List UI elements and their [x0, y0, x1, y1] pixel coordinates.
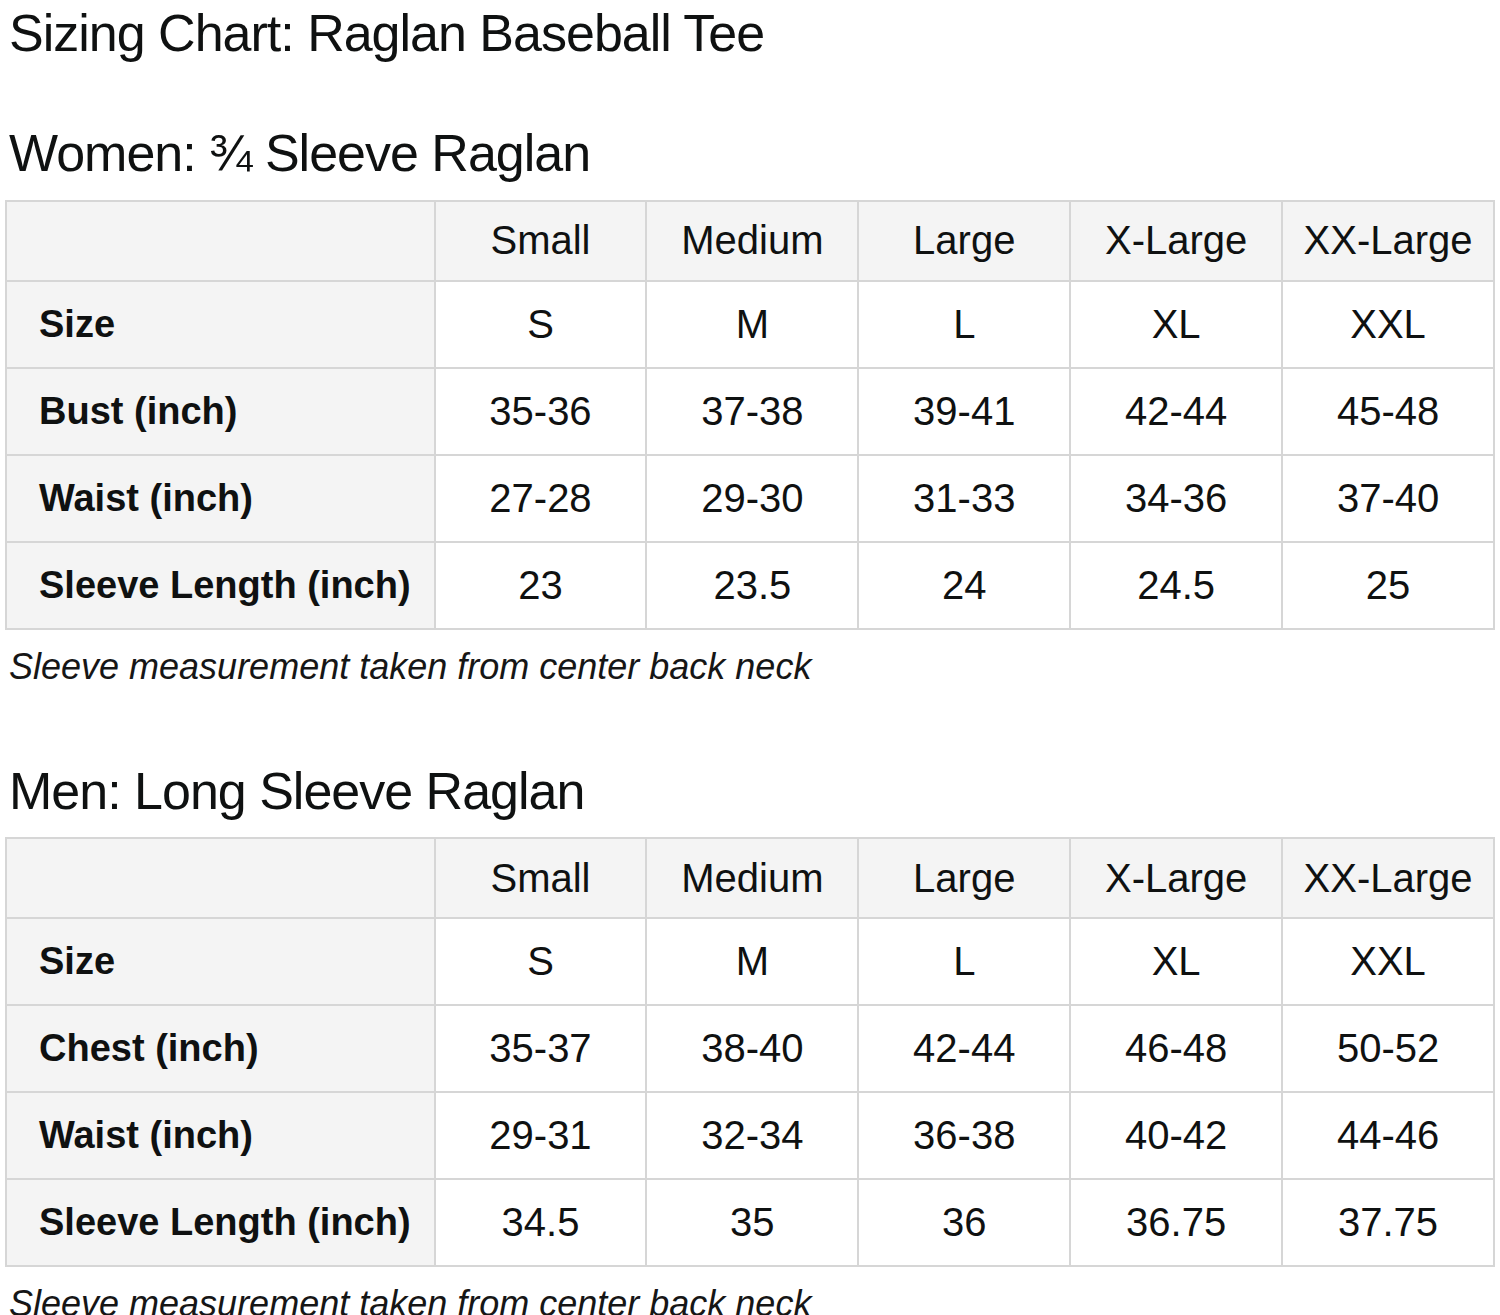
men-header-row: Small Medium Large X-Large XX-Large: [6, 838, 1494, 918]
row-label-size: Size: [6, 918, 435, 1005]
table-cell: M: [646, 281, 858, 368]
women-section-heading: Women: ¾ Sleeve Raglan: [9, 124, 1495, 184]
women-bust-row: Bust (inch) 35-36 37-38 39-41 42-44 45-4…: [6, 368, 1494, 455]
table-cell: 36.75: [1070, 1179, 1282, 1266]
row-label-waist: Waist (inch): [6, 455, 435, 542]
table-cell: 36-38: [858, 1092, 1070, 1179]
men-section-heading: Men: Long Sleeve Raglan: [9, 762, 1495, 822]
column-header-small: Small: [435, 838, 647, 918]
corner-cell: [6, 201, 435, 281]
women-size-table: Small Medium Large X-Large XX-Large Size…: [5, 200, 1495, 630]
column-header-medium: Medium: [646, 838, 858, 918]
column-header-x-large: X-Large: [1070, 838, 1282, 918]
table-cell: L: [858, 918, 1070, 1005]
section-women: Women: ¾ Sleeve Raglan Small Medium Larg…: [5, 124, 1495, 688]
measurement-note: Sleeve measurement taken from center bac…: [9, 646, 1495, 688]
table-cell: XL: [1070, 918, 1282, 1005]
table-cell: 42-44: [1070, 368, 1282, 455]
table-cell: M: [646, 918, 858, 1005]
men-chest-row: Chest (inch) 35-37 38-40 42-44 46-48 50-…: [6, 1005, 1494, 1092]
column-header-x-large: X-Large: [1070, 201, 1282, 281]
women-waist-row: Waist (inch) 27-28 29-30 31-33 34-36 37-…: [6, 455, 1494, 542]
column-header-large: Large: [858, 201, 1070, 281]
table-cell: XXL: [1282, 918, 1494, 1005]
row-label-bust: Bust (inch): [6, 368, 435, 455]
corner-cell: [6, 838, 435, 918]
table-cell: 32-34: [646, 1092, 858, 1179]
table-cell: 35-37: [435, 1005, 647, 1092]
table-cell: 37.75: [1282, 1179, 1494, 1266]
row-label-sleeve-length: Sleeve Length (inch): [6, 542, 435, 629]
section-men: Men: Long Sleeve Raglan Small Medium Lar…: [5, 762, 1495, 1315]
table-cell: XXL: [1282, 281, 1494, 368]
table-cell: 24.5: [1070, 542, 1282, 629]
column-header-xx-large: XX-Large: [1282, 201, 1494, 281]
table-cell: 50-52: [1282, 1005, 1494, 1092]
women-header-row: Small Medium Large X-Large XX-Large: [6, 201, 1494, 281]
table-cell: 40-42: [1070, 1092, 1282, 1179]
women-sleeve-row: Sleeve Length (inch) 23 23.5 24 24.5 25: [6, 542, 1494, 629]
table-cell: 46-48: [1070, 1005, 1282, 1092]
men-waist-row: Waist (inch) 29-31 32-34 36-38 40-42 44-…: [6, 1092, 1494, 1179]
table-cell: 42-44: [858, 1005, 1070, 1092]
table-cell: 24: [858, 542, 1070, 629]
table-cell: 39-41: [858, 368, 1070, 455]
women-size-row: Size S M L XL XXL: [6, 281, 1494, 368]
men-size-table: Small Medium Large X-Large XX-Large Size…: [5, 837, 1495, 1267]
row-label-size: Size: [6, 281, 435, 368]
table-cell: 35: [646, 1179, 858, 1266]
men-sleeve-row: Sleeve Length (inch) 34.5 35 36 36.75 37…: [6, 1179, 1494, 1266]
column-header-small: Small: [435, 201, 647, 281]
table-cell: 27-28: [435, 455, 647, 542]
row-label-sleeve-length: Sleeve Length (inch): [6, 1179, 435, 1266]
table-cell: 25: [1282, 542, 1494, 629]
table-cell: 34.5: [435, 1179, 647, 1266]
table-cell: 35-36: [435, 368, 647, 455]
table-cell: 44-46: [1282, 1092, 1494, 1179]
column-header-xx-large: XX-Large: [1282, 838, 1494, 918]
page-title: Sizing Chart: Raglan Baseball Tee: [9, 4, 1495, 64]
table-cell: XL: [1070, 281, 1282, 368]
table-cell: 23: [435, 542, 647, 629]
table-cell: 29-30: [646, 455, 858, 542]
table-cell: L: [858, 281, 1070, 368]
men-size-row: Size S M L XL XXL: [6, 918, 1494, 1005]
table-cell: 29-31: [435, 1092, 647, 1179]
table-cell: 36: [858, 1179, 1070, 1266]
table-cell: 37-38: [646, 368, 858, 455]
table-cell: 38-40: [646, 1005, 858, 1092]
table-cell: 37-40: [1282, 455, 1494, 542]
table-cell: S: [435, 281, 647, 368]
table-cell: 31-33: [858, 455, 1070, 542]
table-cell: 23.5: [646, 542, 858, 629]
column-header-large: Large: [858, 838, 1070, 918]
column-header-medium: Medium: [646, 201, 858, 281]
table-cell: 45-48: [1282, 368, 1494, 455]
measurement-note: Sleeve measurement taken from center bac…: [9, 1283, 1495, 1315]
table-cell: S: [435, 918, 647, 1005]
sizing-chart-page: Sizing Chart: Raglan Baseball Tee Women:…: [0, 0, 1500, 1315]
row-label-chest: Chest (inch): [6, 1005, 435, 1092]
row-label-waist: Waist (inch): [6, 1092, 435, 1179]
table-cell: 34-36: [1070, 455, 1282, 542]
